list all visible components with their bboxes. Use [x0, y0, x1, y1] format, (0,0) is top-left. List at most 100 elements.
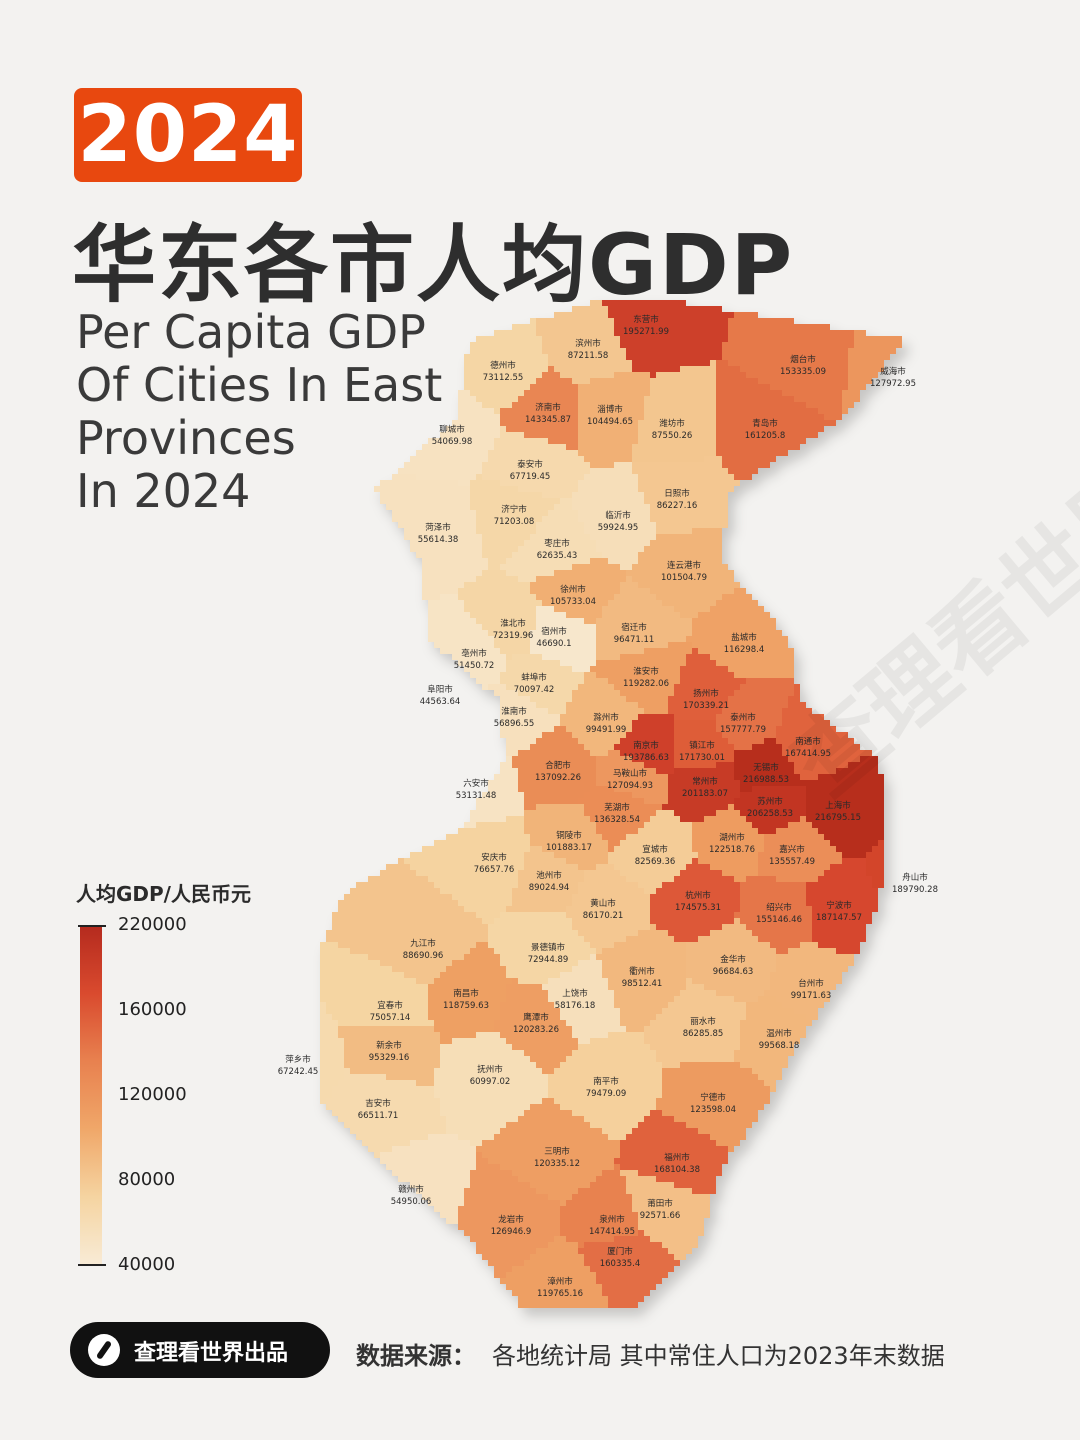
legend-tick-bottom [78, 1264, 106, 1266]
city-name-label: 南通市 [795, 736, 821, 747]
city-region [686, 918, 776, 1002]
subtitle-line: In 2024 [76, 464, 251, 518]
city-region [404, 816, 530, 924]
city-value-label: 120283.26 [513, 1025, 559, 1035]
city-value-label: 116298.4 [724, 645, 765, 655]
city-region [662, 762, 740, 822]
city-value-label: 119282.06 [623, 679, 669, 689]
city-region [506, 846, 584, 912]
city-region [380, 1134, 476, 1224]
city-region [458, 570, 542, 660]
city-value-label: 187147.57 [816, 913, 862, 923]
city-value-label: 160335.4 [600, 1259, 641, 1269]
city-name-label: 枣庄市 [544, 538, 570, 549]
city-name-label: 台州市 [798, 978, 824, 989]
city-region [626, 528, 740, 618]
legend-label: 220000 [118, 914, 187, 935]
city-name-label: 济宁市 [501, 504, 527, 515]
city-name-label: 新余市 [376, 1040, 402, 1051]
city-value-label: 46690.1 [536, 639, 571, 649]
city-name-label: 莆田市 [647, 1198, 673, 1209]
city-name-label: 金华市 [720, 954, 746, 965]
city-name-label: 淮南市 [501, 706, 527, 717]
city-value-label: 99568.18 [759, 1041, 800, 1051]
city-value-label: 87211.58 [568, 351, 609, 361]
city-region [338, 1026, 440, 1086]
city-region [560, 1164, 638, 1248]
city-region [734, 738, 806, 792]
city-name-label: 马鞍山市 [613, 768, 648, 779]
city-value-label: 168104.38 [654, 1165, 700, 1175]
city-name-label: 杭州市 [685, 890, 711, 901]
city-value-label: 104494.65 [587, 417, 633, 427]
city-value-label: 153335.09 [780, 367, 826, 377]
city-region [578, 1230, 680, 1308]
city-name-label: 青岛市 [752, 418, 778, 429]
city-name-label: 南京市 [633, 740, 659, 751]
legend-label: 40000 [118, 1254, 176, 1275]
city-region [608, 810, 698, 894]
city-value-label: 92571.66 [640, 1211, 681, 1221]
city-region [548, 1032, 662, 1140]
city-name-label: 泰州市 [730, 712, 756, 723]
city-region [758, 816, 842, 882]
city-name-label: 景德镇市 [531, 942, 566, 953]
city-region [500, 654, 584, 714]
city-name-label: 蚌埠市 [521, 672, 547, 683]
city-region [572, 462, 656, 570]
city-region [632, 456, 740, 534]
subtitle-line: Per Capita GDP [76, 305, 426, 359]
city-value-label: 66511.71 [358, 1111, 399, 1121]
city-region [668, 648, 746, 720]
city-value-label: 137092.26 [535, 773, 581, 783]
city-name-label: 赣州市 [398, 1184, 424, 1195]
city-value-label: 96684.63 [713, 967, 754, 977]
city-value-label: 174575.31 [675, 903, 721, 913]
city-value-label: 95329.16 [369, 1053, 410, 1063]
city-name-label: 龙岩市 [498, 1214, 524, 1225]
source-text: 各地统计局 其中常住人口为2023年末数据 [492, 1342, 945, 1370]
city-name-label: 绍兴市 [766, 902, 792, 913]
city-region [470, 474, 560, 570]
city-value-label: 96471.11 [614, 635, 655, 645]
city-region [542, 954, 626, 1044]
city-value-label: 155146.46 [756, 915, 802, 925]
city-name-label: 鹰潭市 [523, 1012, 549, 1023]
city-value-label: 86227.16 [657, 501, 698, 511]
city-name-label: 聊城市 [439, 424, 465, 435]
city-name-label: 上海市 [825, 800, 851, 811]
city-value-label: 72944.89 [528, 955, 569, 965]
city-region [764, 942, 854, 1020]
city-value-label: 193786.63 [623, 753, 669, 763]
city-name-label: 嘉兴市 [779, 844, 805, 855]
city-value-label: 120335.12 [534, 1159, 580, 1169]
city-region [716, 678, 794, 750]
city-name-label: 淄博市 [597, 404, 623, 415]
city-region [644, 978, 746, 1068]
city-name-label: 淮安市 [633, 666, 659, 677]
legend-label: 120000 [118, 1084, 187, 1105]
city-value-label: 58176.18 [555, 1001, 596, 1011]
legend-colorbar [80, 925, 102, 1265]
city-name-label: 南昌市 [453, 988, 479, 999]
city-name-label: 衢州市 [629, 966, 655, 977]
city-value-label: 123598.04 [690, 1105, 736, 1115]
city-value-label: 216988.53 [743, 775, 789, 785]
subtitle-line: Provinces [76, 411, 296, 465]
city-name-label: 烟台市 [790, 354, 816, 365]
subtitle-line: Of Cities In East [76, 358, 443, 412]
city-value-label: 136328.54 [594, 815, 640, 825]
city-name-label: 福州市 [664, 1152, 690, 1163]
city-value-label: 86170.21 [583, 911, 624, 921]
city-value-label: 101883.17 [546, 843, 592, 853]
city-value-label: 105733.04 [550, 597, 596, 607]
city-name-label: 安庆市 [481, 852, 507, 863]
city-name-label: 德州市 [490, 360, 516, 371]
city-name-label: 丽水市 [690, 1016, 716, 1027]
city-value-label: 99491.99 [586, 725, 627, 735]
city-region [614, 1110, 728, 1194]
city-value-label: 127094.93 [607, 781, 653, 791]
city-name-label: 威海市 [880, 366, 906, 377]
city-name-label: 黄山市 [590, 898, 616, 909]
city-name-label: 亳州市 [461, 648, 487, 659]
